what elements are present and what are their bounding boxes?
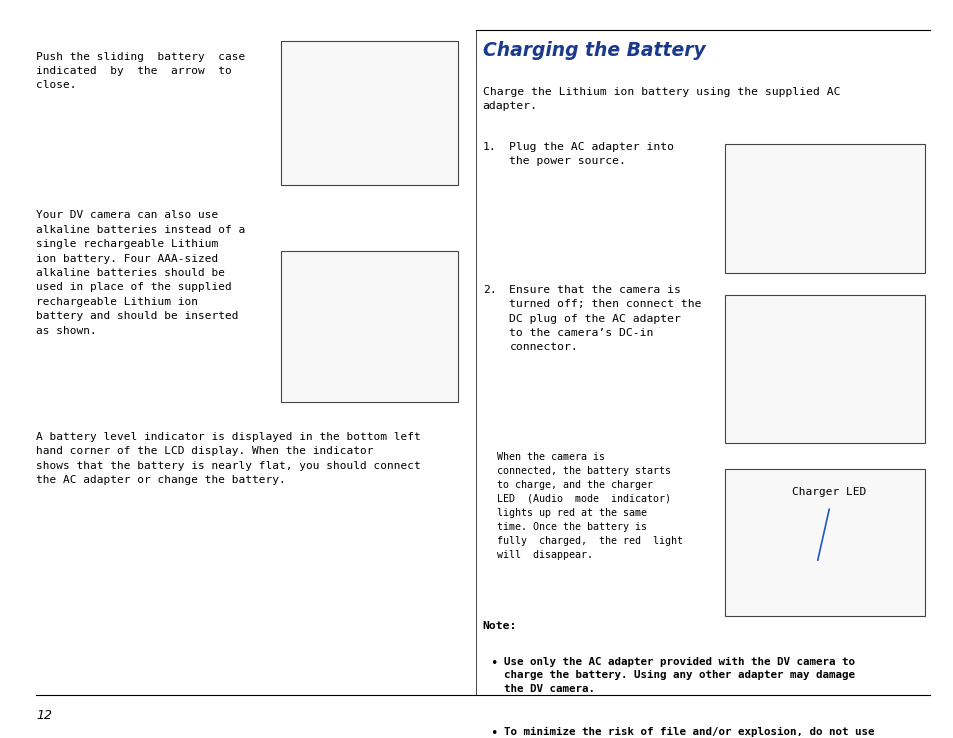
Text: Use only the AC adapter provided with the DV camera to
charge the battery. Using: Use only the AC adapter provided with th… xyxy=(503,657,854,694)
Text: Ensure that the camera is
turned off; then connect the
DC plug of the AC adapter: Ensure that the camera is turned off; th… xyxy=(509,285,701,353)
Text: 2.: 2. xyxy=(482,285,496,295)
Bar xyxy=(724,469,924,616)
Text: Charging the Battery: Charging the Battery xyxy=(482,41,704,60)
Bar xyxy=(724,144,924,273)
Text: To minimize the risk of file and/or explosion, do not use
the AC adapter to char: To minimize the risk of file and/or expl… xyxy=(503,727,873,738)
Text: 12: 12 xyxy=(36,709,52,723)
Bar xyxy=(724,295,924,443)
Bar xyxy=(281,41,457,184)
Text: •: • xyxy=(490,727,497,738)
Text: Your DV camera can also use
alkaline batteries instead of a
single rechargeable : Your DV camera can also use alkaline bat… xyxy=(36,210,245,336)
Text: When the camera is
connected, the battery starts
to charge, and the charger
LED : When the camera is connected, the batter… xyxy=(497,452,682,559)
Text: A battery level indicator is displayed in the bottom left
hand corner of the LCD: A battery level indicator is displayed i… xyxy=(36,432,420,485)
Text: 1.: 1. xyxy=(482,142,496,152)
Text: •: • xyxy=(490,657,497,670)
Text: Charger LED: Charger LED xyxy=(791,487,865,497)
Bar xyxy=(281,251,457,402)
Text: Note:: Note: xyxy=(482,621,517,632)
Text: Charge the Lithium ion battery using the supplied AC
adapter.: Charge the Lithium ion battery using the… xyxy=(482,87,840,111)
Text: Plug the AC adapter into
the power source.: Plug the AC adapter into the power sourc… xyxy=(509,142,674,166)
Text: Push the sliding  battery  case
indicated  by  the  arrow  to
close.: Push the sliding battery case indicated … xyxy=(36,52,245,91)
